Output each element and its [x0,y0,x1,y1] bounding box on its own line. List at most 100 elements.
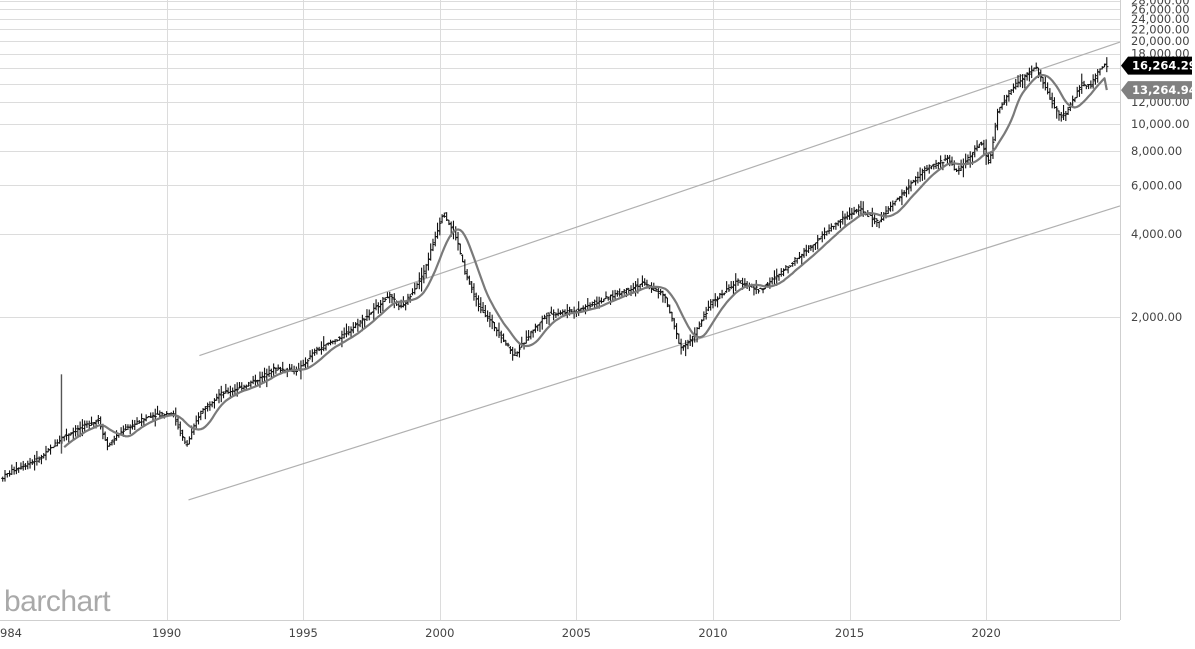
ohlc-bar [690,335,695,347]
ohlc-bar [920,168,925,181]
ohlc-bar [497,322,501,338]
ohlc-bar [37,456,41,463]
ohlc-bar [128,424,132,435]
ohlc-bar [328,339,333,346]
ohlc-bar [797,251,802,260]
ohlc-bar [458,243,462,255]
ohlc-bar [313,348,317,356]
ohlc-bar [925,164,929,172]
ohlc-bar [832,225,836,230]
ohlc-bar [33,454,37,471]
ohlc-bar [96,414,100,424]
ohlc-bar [385,292,390,299]
ohlc-bar [338,336,342,341]
ohlc-bar [756,288,761,294]
ohlc-bar [704,306,708,320]
ohlc-bar [670,311,674,322]
ohlc-bar [895,197,899,201]
x-tick-label: 1990 [152,626,181,640]
ohlc-bar [982,139,986,156]
ohlc-bar [158,410,162,419]
ohlc-bar [688,334,692,347]
ohlc-bar [422,264,426,284]
ohlc-bar [934,159,938,169]
ohlc-bar [1007,89,1011,102]
ohlc-bar [1000,102,1004,110]
ohlc-bar [246,381,251,387]
x-tick-label: 984 [0,626,22,640]
ohlc-bar [149,412,153,418]
ohlc-bar [875,218,879,227]
ohlc-bar [809,244,813,251]
ohlc-bar [802,247,806,258]
ohlc-bar [775,268,779,286]
ohlc-bar [1011,83,1016,93]
ohlc-bar [850,207,854,220]
ohlc-bar [854,208,858,214]
ohlc-bar [419,267,424,292]
ohlc-bar [39,454,44,465]
ohlc-bar [481,302,485,314]
ohlc-bar [381,297,385,312]
y-tick-label: 22,000.00 [1131,22,1190,36]
y-tick-label: 10,000.00 [1131,117,1190,131]
ohlc-bar [260,371,264,384]
ohlc-bar [718,292,722,299]
ohlc-bar [1064,111,1068,122]
ohlc-bar [590,301,594,307]
ohlc-bar [365,309,369,322]
ohlc-bar [873,214,877,225]
ohlc-bar [278,366,283,373]
ohlc-bar [276,364,280,371]
ohlc-bar [656,287,660,299]
ohlc-bar [793,257,797,266]
trend-channel-line [188,205,1121,501]
ohlc-bar [659,289,663,296]
ohlc-bar [517,344,522,358]
ohlc-bar [99,416,103,430]
ohlc-bar [203,405,207,420]
ohlc-bar [224,383,228,394]
ohlc-bar [139,413,144,426]
ohlc-bar [470,281,474,294]
ohlc-bar [608,294,613,305]
ohlc-bar [715,296,720,308]
ohlc-bar [754,279,758,295]
ohlc-bar [219,385,223,403]
ohlc-bar [206,402,210,412]
ohlc-bar [720,289,724,299]
ohlc-bar [53,439,57,447]
ohlc-bar [1093,73,1098,85]
ohlc-bar [333,339,337,345]
ohlc-bar [927,164,931,174]
x-tick-label: 2020 [972,626,1001,640]
ohlc-bar [183,437,187,445]
ohlc-bar [303,357,308,369]
ohlc-bar [272,363,276,376]
ohlc-bar [984,139,988,165]
ohlc-bar [392,293,396,309]
ohlc-bar [713,293,717,307]
ohlc-bar [936,162,940,170]
ohlc-bar [702,311,706,321]
ohlc-bar [679,338,683,355]
ohlc-bar [1016,75,1020,88]
ohlc-bar [577,301,581,316]
ohlc-bar [501,333,506,343]
ohlc-bar [533,323,538,333]
ohlc-bar [508,346,512,354]
ohlc-bar [791,262,795,267]
ohlc-bar [306,358,310,368]
ohlc-bar [472,283,476,301]
ohlc-bar [62,435,66,442]
ohlc-bar [538,322,542,332]
ohlc-bar [1066,106,1070,115]
ohlc-bar [606,296,610,301]
last-price-tag-text: 16,264.29 [1132,59,1195,73]
ohlc-bar [490,314,494,330]
ohlc-bar [729,281,733,290]
ohlc-bar [217,389,221,404]
ohlc-bar [759,287,763,290]
